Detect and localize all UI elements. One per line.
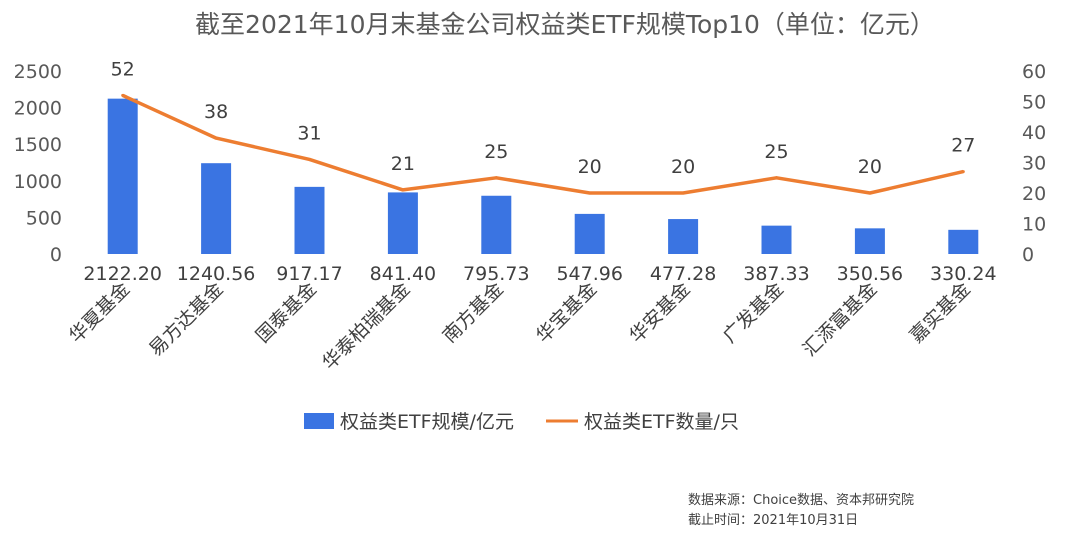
right-axis-tick: 30: [1022, 153, 1046, 175]
left-axis: 0 500 1000 1500 2000 2500: [14, 61, 62, 266]
category-label: 华安基金: [625, 278, 694, 347]
line-data-label: 25: [764, 141, 788, 163]
bar-data-label: 477.28: [650, 263, 716, 285]
category-label: 华宝基金: [532, 278, 601, 347]
line-point: [961, 170, 965, 174]
bar: [294, 186, 325, 254]
line-point: [588, 191, 592, 195]
bar-data-label: 387.33: [743, 263, 809, 285]
line-path: [121, 93, 964, 195]
line-point: [681, 191, 685, 195]
line-point: [308, 157, 311, 161]
right-axis-tick: 20: [1022, 183, 1046, 205]
cutoff-line: 截止时间：2021年10月31日: [688, 513, 859, 528]
legend-label-line: 权益类ETF数量/只: [584, 411, 739, 433]
source-note: 数据来源：Choice数据、资本邦研究院 截止时间：2021年10月31日: [688, 491, 914, 531]
chart-title: 截至2021年10月末基金公司权益类ETF规模Top10（单位：亿元）: [195, 10, 935, 39]
category-label: 南方基金: [439, 278, 508, 347]
left-axis-tick: 2500: [14, 61, 62, 83]
line-point: [214, 136, 218, 140]
right-axis-tick: 40: [1022, 122, 1046, 144]
right-axis-tick: 50: [1022, 92, 1046, 114]
bar-data-label: 2122.20: [83, 263, 162, 285]
bar-data-labels: 2122.20 1240.56 917.17 841.40 795.73 547.96 47…: [83, 263, 996, 285]
bar-data-label: 547.96: [556, 263, 622, 285]
line-data-label: 38: [204, 101, 228, 123]
bar: [481, 195, 512, 254]
category-label: 易方达基金: [145, 278, 228, 361]
bar: [761, 225, 792, 254]
category-label: 华泰柏瑞基金: [318, 278, 414, 374]
left-axis-tick: 1500: [14, 134, 62, 156]
line-data-label: 25: [484, 141, 508, 163]
category-label: 嘉实基金: [906, 278, 975, 347]
line-point: [775, 176, 778, 180]
line-data-label: 27: [951, 135, 975, 157]
line-data-label: 52: [111, 58, 135, 80]
left-axis-tick: 500: [26, 207, 62, 229]
bar: [201, 163, 232, 254]
legend-label-bar: 权益类ETF规模/亿元: [340, 411, 514, 433]
bar-data-label: 917.17: [276, 263, 342, 285]
line-data-label: 20: [858, 156, 882, 178]
line-data-label: 31: [297, 122, 321, 144]
line-series: [121, 93, 965, 195]
bar: [574, 213, 605, 254]
source-line: 数据来源：Choice数据、资本邦研究院: [688, 493, 915, 508]
left-axis-tick: 1000: [14, 171, 62, 193]
line-point: [868, 191, 872, 195]
bar-data-label: 350.56: [837, 263, 903, 285]
line-point: [494, 176, 498, 180]
left-axis-tick: 0: [50, 244, 62, 266]
right-axis-tick: 0: [1022, 244, 1034, 266]
category-label: 广发基金: [719, 278, 788, 347]
line-data-label: 21: [391, 153, 415, 175]
bar: [107, 98, 138, 254]
bar: [854, 228, 885, 254]
line-data-labels: 52 38 31 21 25 20 20 25 20 27: [111, 58, 976, 178]
line-point: [121, 93, 125, 97]
bar: [387, 192, 418, 254]
bar-data-label: 841.40: [370, 263, 436, 285]
category-label: 国泰基金: [252, 278, 321, 347]
legend-swatch-bar: [304, 413, 334, 429]
legend: 权益类ETF规模/亿元 权益类ETF数量/只: [304, 411, 739, 433]
right-axis: 0 10 20 30 40 50 60: [1022, 61, 1046, 266]
category-label: 汇添富基金: [799, 278, 882, 361]
category-label: 华夏基金: [65, 278, 134, 347]
line-point: [401, 188, 405, 192]
line-data-label: 20: [671, 156, 695, 178]
bar-data-label: 795.73: [463, 263, 529, 285]
bar: [948, 229, 979, 254]
left-axis-tick: 2000: [14, 98, 62, 120]
line-data-label: 20: [578, 156, 602, 178]
right-axis-tick: 60: [1022, 61, 1046, 83]
right-axis-tick: 10: [1022, 214, 1046, 236]
bar-data-label: 330.24: [930, 263, 996, 285]
bar-data-label: 1240.56: [177, 263, 256, 285]
bar-series: [107, 98, 979, 254]
bar: [668, 219, 699, 254]
